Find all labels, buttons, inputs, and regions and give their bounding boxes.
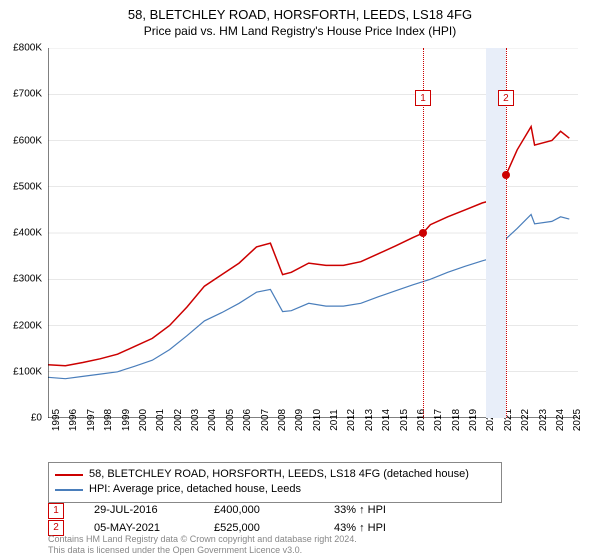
x-axis-label: 2011 <box>329 409 340 431</box>
x-axis-label: 1996 <box>68 409 79 431</box>
legend-label: HPI: Average price, detached house, Leed… <box>89 482 301 497</box>
x-axis-label: 2018 <box>451 409 462 431</box>
sale-row-marker: 1 <box>48 503 64 519</box>
legend-item: 58, BLETCHLEY ROAD, HORSFORTH, LEEDS, LS… <box>55 467 495 482</box>
legend-swatch <box>55 489 83 491</box>
x-axis-label: 1998 <box>103 409 114 431</box>
x-axis-label: 2005 <box>225 409 236 431</box>
y-axis-label: £0 <box>31 413 42 424</box>
footer-attribution: Contains HM Land Registry data © Crown c… <box>48 534 357 556</box>
x-axis-label: 2008 <box>277 409 288 431</box>
x-axis-label: 2019 <box>468 409 479 431</box>
x-axis-label: 2006 <box>242 409 253 431</box>
x-axis-label: 2012 <box>346 409 357 431</box>
x-axis-label: 2023 <box>538 409 549 431</box>
x-axis-label: 2025 <box>572 409 583 431</box>
x-axis-label: 2016 <box>416 409 427 431</box>
sale-delta: 33% ↑ HPI <box>334 502 424 520</box>
chart-container: 58, BLETCHLEY ROAD, HORSFORTH, LEEDS, LS… <box>0 0 600 560</box>
chart-area: £0£100K£200K£300K£400K£500K£600K£700K£80… <box>48 48 578 418</box>
sale-data-table: 129-JUL-2016£400,00033% ↑ HPI205-MAY-202… <box>48 502 424 537</box>
x-axis-label: 1999 <box>121 409 132 431</box>
x-axis-label: 2002 <box>173 409 184 431</box>
x-axis-label: 2022 <box>520 409 531 431</box>
footer-line2: This data is licensed under the Open Gov… <box>48 545 357 556</box>
chart-title: 58, BLETCHLEY ROAD, HORSFORTH, LEEDS, LS… <box>0 0 600 24</box>
x-axis-label: 2017 <box>433 409 444 431</box>
chart-subtitle: Price paid vs. HM Land Registry's House … <box>0 24 600 42</box>
legend-label: 58, BLETCHLEY ROAD, HORSFORTH, LEEDS, LS… <box>89 467 469 482</box>
sale-date: 29-JUL-2016 <box>94 502 184 520</box>
x-axis-label: 2001 <box>155 409 166 431</box>
y-axis-label: £700K <box>13 89 42 100</box>
x-axis-label: 1995 <box>51 409 62 431</box>
y-axis-label: £300K <box>13 274 42 285</box>
sale-row: 1 29-JUL-2016 £400,000 33% ↑ HPI <box>48 502 424 520</box>
x-axis-label: 1997 <box>86 409 97 431</box>
x-axis-label: 2000 <box>138 409 149 431</box>
y-axis-label: £100K <box>13 366 42 377</box>
legend-item: HPI: Average price, detached house, Leed… <box>55 482 495 497</box>
x-axis-label: 2010 <box>312 409 323 431</box>
sale-marker-1: 1 <box>415 90 431 106</box>
y-axis-label: £200K <box>13 320 42 331</box>
sale-marker-2: 2 <box>498 90 514 106</box>
sale-point <box>419 229 427 237</box>
x-axis-label: 2004 <box>207 409 218 431</box>
footer-line1: Contains HM Land Registry data © Crown c… <box>48 534 357 545</box>
sale-price: £400,000 <box>214 502 304 520</box>
y-axis-label: £400K <box>13 228 42 239</box>
x-axis-label: 2014 <box>381 409 392 431</box>
x-axis-label: 2015 <box>399 409 410 431</box>
y-axis-label: £800K <box>13 43 42 54</box>
sale-point <box>502 171 510 179</box>
x-axis-label: 2024 <box>555 409 566 431</box>
x-axis-label: 2003 <box>190 409 201 431</box>
x-axis-label: 2013 <box>364 409 375 431</box>
y-axis-label: £600K <box>13 135 42 146</box>
x-axis-label: 2009 <box>294 409 305 431</box>
legend: 58, BLETCHLEY ROAD, HORSFORTH, LEEDS, LS… <box>48 462 502 503</box>
y-axis-label: £500K <box>13 181 42 192</box>
x-axis-label: 2007 <box>260 409 271 431</box>
legend-swatch <box>55 474 83 476</box>
